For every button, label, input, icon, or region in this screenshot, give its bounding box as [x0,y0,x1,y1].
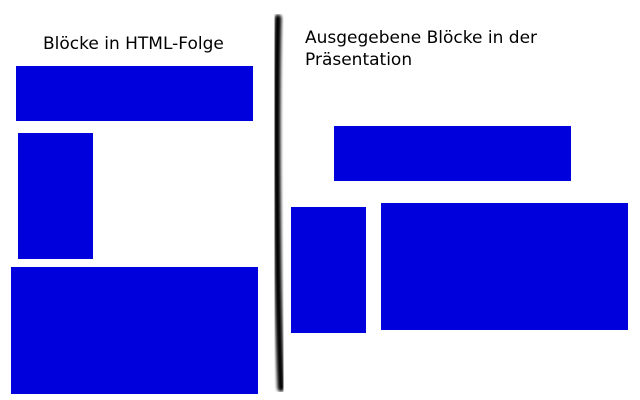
divider-stroke [273,14,285,392]
right-block-1-wide [334,126,571,181]
right-block-2-narrow [291,207,366,333]
left-column-heading: Blöcke in HTML-Folge [43,34,224,54]
right-heading-line-2: Präsentation [305,50,413,70]
right-block-3-large [381,203,628,330]
right-column-heading: Ausgegebene Blöcke in der Präsentation [305,27,537,71]
vertical-divider [273,14,285,392]
left-block-3-large [11,267,258,394]
left-block-1-wide [16,66,253,121]
left-block-2-narrow [18,133,93,259]
right-heading-line-1: Ausgegebene Blöcke in der [305,28,538,48]
